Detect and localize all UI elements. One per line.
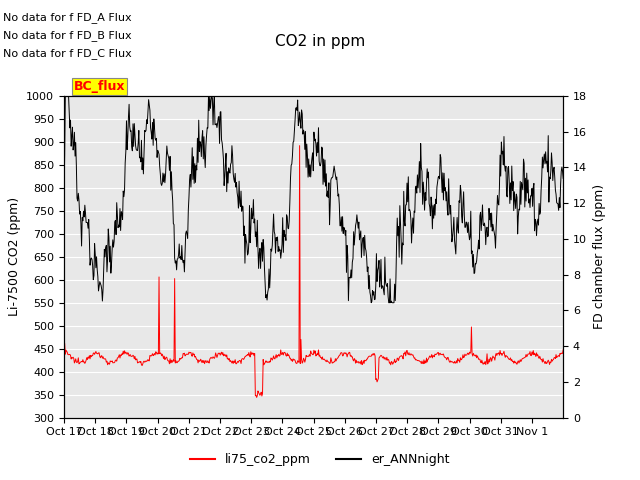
- er_ANNnight: [394, 233, 402, 239]
- li75_co2_ppm: [236, 358, 243, 364]
- Line: er_ANNnight: er_ANNnight: [64, 96, 563, 303]
- er_ANNnight: [61, 93, 69, 99]
- li75_co2_ppm: [366, 353, 374, 359]
- li75_co2_ppm: [394, 356, 402, 361]
- li75_co2_ppm: [559, 347, 567, 352]
- er_ANNnight: [255, 265, 262, 271]
- li75_co2_ppm: [119, 351, 127, 357]
- er_ANNnight: [365, 273, 373, 278]
- Text: CO2 in ppm: CO2 in ppm: [275, 34, 365, 48]
- Text: BC_flux: BC_flux: [74, 80, 125, 93]
- li75_co2_ppm: [253, 395, 260, 400]
- li75_co2_ppm: [255, 390, 262, 396]
- li75_co2_ppm: [211, 356, 218, 361]
- Text: No data for f FD_C Flux: No data for f FD_C Flux: [3, 48, 132, 60]
- Text: No data for f FD_B Flux: No data for f FD_B Flux: [3, 30, 132, 41]
- Line: li75_co2_ppm: li75_co2_ppm: [64, 145, 563, 397]
- er_ANNnight: [60, 193, 68, 199]
- er_ANNnight: [120, 188, 127, 194]
- er_ANNnight: [367, 300, 375, 306]
- er_ANNnight: [211, 122, 219, 128]
- Y-axis label: FD chamber flux (ppm): FD chamber flux (ppm): [593, 184, 605, 329]
- er_ANNnight: [559, 176, 567, 181]
- li75_co2_ppm: [60, 351, 68, 357]
- Y-axis label: Li-7500 CO2 (ppm): Li-7500 CO2 (ppm): [8, 197, 20, 316]
- er_ANNnight: [236, 200, 244, 205]
- Text: No data for f FD_A Flux: No data for f FD_A Flux: [3, 12, 132, 23]
- Legend: li75_co2_ppm, er_ANNnight: li75_co2_ppm, er_ANNnight: [186, 448, 454, 471]
- li75_co2_ppm: [296, 143, 303, 148]
